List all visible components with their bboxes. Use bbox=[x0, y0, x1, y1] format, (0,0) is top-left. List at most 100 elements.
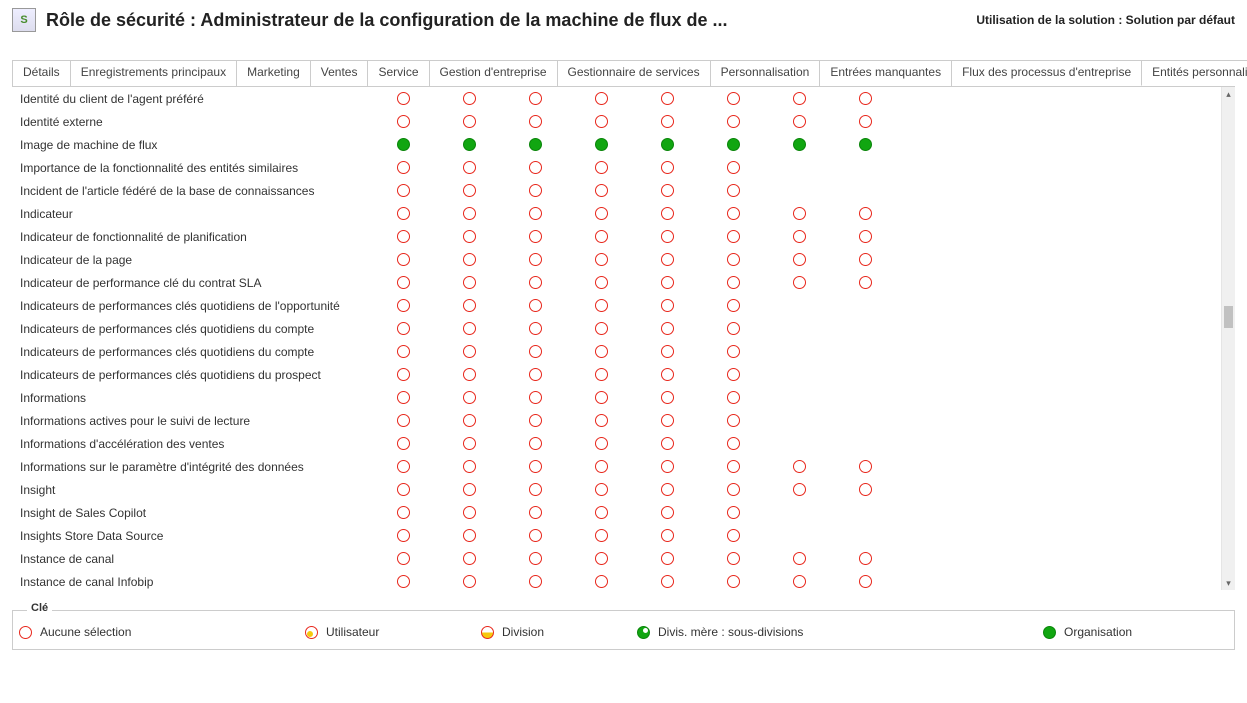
permission-cell[interactable] bbox=[436, 138, 502, 151]
entity-name[interactable]: Incident de l'article fédéré de la base … bbox=[12, 184, 370, 198]
permission-cell[interactable] bbox=[832, 552, 898, 565]
permission-cell[interactable] bbox=[766, 483, 832, 496]
permission-cell[interactable] bbox=[634, 483, 700, 496]
permission-cell[interactable] bbox=[436, 460, 502, 473]
tab-business[interactable]: Gestion d'entreprise bbox=[429, 60, 558, 86]
permission-cell[interactable] bbox=[436, 299, 502, 312]
permission-cell[interactable] bbox=[502, 460, 568, 473]
permission-cell[interactable] bbox=[568, 437, 634, 450]
permission-cell[interactable] bbox=[568, 207, 634, 220]
entity-name[interactable]: Informations d'accélération des ventes bbox=[12, 437, 370, 451]
tab-custom[interactable]: Personnalisation bbox=[710, 60, 821, 86]
permission-cell[interactable] bbox=[700, 437, 766, 450]
scroll-down-arrow[interactable]: ▾ bbox=[1222, 576, 1235, 590]
permission-cell[interactable] bbox=[634, 322, 700, 335]
permission-cell[interactable] bbox=[502, 161, 568, 174]
permission-cell[interactable] bbox=[568, 529, 634, 542]
permission-cell[interactable] bbox=[436, 253, 502, 266]
permission-cell[interactable] bbox=[370, 184, 436, 197]
permission-cell[interactable] bbox=[832, 460, 898, 473]
permission-cell[interactable] bbox=[634, 299, 700, 312]
permission-cell[interactable] bbox=[634, 276, 700, 289]
entity-name[interactable]: Informations actives pour le suivi de le… bbox=[12, 414, 370, 428]
permission-cell[interactable] bbox=[832, 253, 898, 266]
permission-cell[interactable] bbox=[634, 506, 700, 519]
permission-cell[interactable] bbox=[436, 414, 502, 427]
permission-cell[interactable] bbox=[502, 414, 568, 427]
permission-cell[interactable] bbox=[436, 184, 502, 197]
tab-bpf[interactable]: Flux des processus d'entreprise bbox=[951, 60, 1142, 86]
entity-name[interactable]: Informations bbox=[12, 391, 370, 405]
tab-marketing[interactable]: Marketing bbox=[236, 60, 311, 86]
entity-name[interactable]: Indicateurs de performances clés quotidi… bbox=[12, 345, 370, 359]
permission-cell[interactable] bbox=[436, 552, 502, 565]
permission-cell[interactable] bbox=[370, 207, 436, 220]
permission-cell[interactable] bbox=[436, 391, 502, 404]
permission-cell[interactable] bbox=[502, 299, 568, 312]
permission-cell[interactable] bbox=[568, 506, 634, 519]
permission-cell[interactable] bbox=[766, 138, 832, 151]
tab-custom_entities[interactable]: Entités personnalisées bbox=[1141, 60, 1247, 86]
permission-cell[interactable] bbox=[370, 322, 436, 335]
permission-cell[interactable] bbox=[700, 460, 766, 473]
tab-service[interactable]: Service bbox=[367, 60, 429, 86]
permission-cell[interactable] bbox=[436, 483, 502, 496]
permission-cell[interactable] bbox=[502, 506, 568, 519]
permission-cell[interactable] bbox=[436, 230, 502, 243]
permission-cell[interactable] bbox=[502, 437, 568, 450]
permission-cell[interactable] bbox=[700, 207, 766, 220]
entity-name[interactable]: Importance de la fonctionnalité des enti… bbox=[12, 161, 370, 175]
permission-cell[interactable] bbox=[436, 276, 502, 289]
permission-cell[interactable] bbox=[568, 276, 634, 289]
permission-cell[interactable] bbox=[568, 345, 634, 358]
permission-cell[interactable] bbox=[502, 575, 568, 588]
entity-name[interactable]: Insight bbox=[12, 483, 370, 497]
permission-cell[interactable] bbox=[370, 138, 436, 151]
scroll-up-arrow[interactable]: ▴ bbox=[1222, 87, 1235, 101]
permission-cell[interactable] bbox=[370, 230, 436, 243]
permission-cell[interactable] bbox=[634, 253, 700, 266]
permission-cell[interactable] bbox=[370, 253, 436, 266]
permission-cell[interactable] bbox=[436, 161, 502, 174]
tab-svcmgr[interactable]: Gestionnaire de services bbox=[557, 60, 711, 86]
permission-cell[interactable] bbox=[766, 276, 832, 289]
permission-cell[interactable] bbox=[634, 115, 700, 128]
tab-sales[interactable]: Ventes bbox=[310, 60, 369, 86]
permission-cell[interactable] bbox=[436, 368, 502, 381]
permission-cell[interactable] bbox=[832, 575, 898, 588]
entity-name[interactable]: Indicateur de performance clé du contrat… bbox=[12, 276, 370, 290]
permission-cell[interactable] bbox=[700, 276, 766, 289]
permission-cell[interactable] bbox=[700, 506, 766, 519]
permission-cell[interactable] bbox=[502, 138, 568, 151]
permission-cell[interactable] bbox=[568, 368, 634, 381]
entity-name[interactable]: Insight de Sales Copilot bbox=[12, 506, 370, 520]
permission-cell[interactable] bbox=[370, 115, 436, 128]
permission-cell[interactable] bbox=[700, 575, 766, 588]
permission-cell[interactable] bbox=[568, 552, 634, 565]
entity-name[interactable]: Identité externe bbox=[12, 115, 370, 129]
permission-cell[interactable] bbox=[370, 506, 436, 519]
permission-cell[interactable] bbox=[436, 115, 502, 128]
permission-cell[interactable] bbox=[502, 345, 568, 358]
tab-core[interactable]: Enregistrements principaux bbox=[70, 60, 237, 86]
permission-cell[interactable] bbox=[634, 529, 700, 542]
entity-name[interactable]: Instance de canal bbox=[12, 552, 370, 566]
permission-cell[interactable] bbox=[568, 115, 634, 128]
permission-cell[interactable] bbox=[700, 184, 766, 197]
permission-cell[interactable] bbox=[568, 230, 634, 243]
permission-cell[interactable] bbox=[370, 92, 436, 105]
permission-cell[interactable] bbox=[370, 460, 436, 473]
permission-cell[interactable] bbox=[700, 483, 766, 496]
entity-name[interactable]: Instance de canal Infobip bbox=[12, 575, 370, 589]
permission-cell[interactable] bbox=[634, 414, 700, 427]
permission-cell[interactable] bbox=[634, 138, 700, 151]
permission-cell[interactable] bbox=[700, 391, 766, 404]
permission-cell[interactable] bbox=[766, 92, 832, 105]
permission-cell[interactable] bbox=[766, 460, 832, 473]
permission-cell[interactable] bbox=[634, 552, 700, 565]
permission-cell[interactable] bbox=[502, 368, 568, 381]
permission-cell[interactable] bbox=[634, 345, 700, 358]
entity-name[interactable]: Insights Store Data Source bbox=[12, 529, 370, 543]
permission-cell[interactable] bbox=[502, 552, 568, 565]
permission-cell[interactable] bbox=[634, 161, 700, 174]
